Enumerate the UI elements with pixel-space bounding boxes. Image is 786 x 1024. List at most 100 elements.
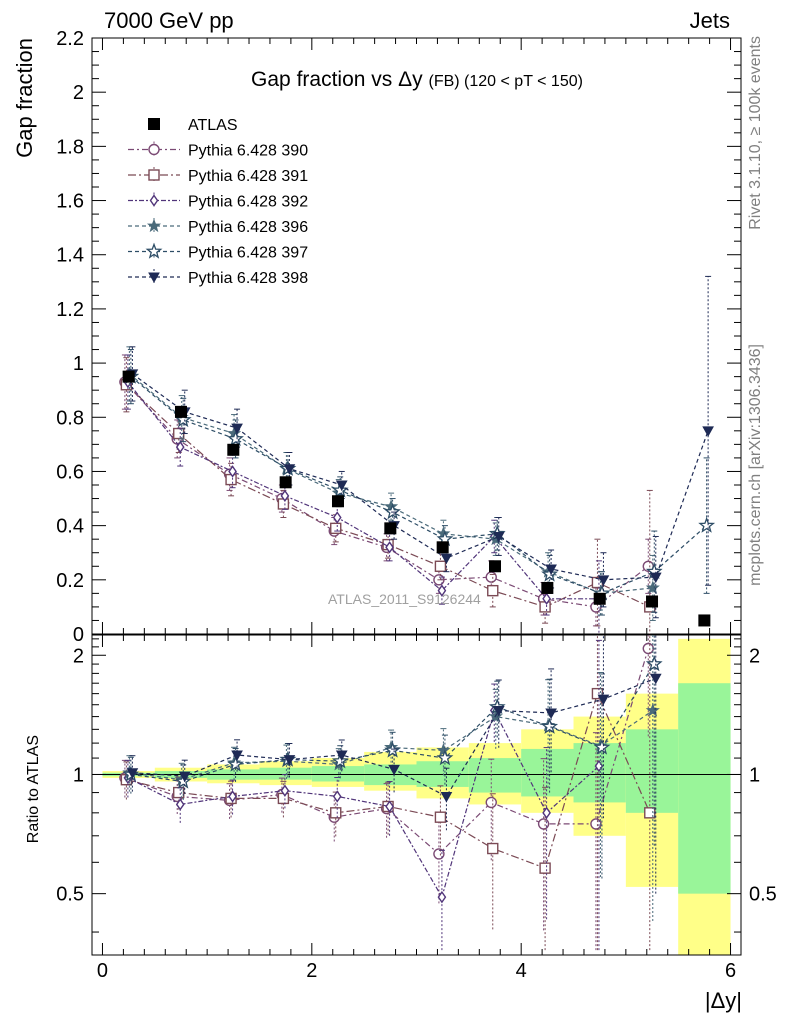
axes: 0 2 4 600.20.40.60.811.21.41.61.822.20.5 0.5… xyxy=(56,28,777,982)
atlas-data-point xyxy=(646,595,659,608)
band-inner xyxy=(468,758,522,793)
series-point xyxy=(175,440,185,454)
ratio-point xyxy=(649,673,662,685)
analysis-watermark: ATLAS_2011_S9126244 xyxy=(328,591,481,607)
ratio-point xyxy=(537,818,550,830)
series-point xyxy=(332,511,342,524)
series-point xyxy=(228,465,237,478)
y-tick-label-ratio-right: 0.5 xyxy=(749,884,777,906)
atlas-data-point xyxy=(331,495,344,508)
series-point xyxy=(492,531,505,543)
legend-marker xyxy=(146,218,162,233)
ratio-point xyxy=(174,772,192,789)
y-tick-label-ratio-right: 2 xyxy=(749,645,760,667)
ratio-point xyxy=(228,790,237,803)
ratio-point xyxy=(385,800,394,813)
ratio-point xyxy=(492,706,505,717)
band-inner xyxy=(311,766,365,782)
header-right: Jets xyxy=(690,8,730,33)
series-point xyxy=(485,571,497,583)
ratio-point xyxy=(545,708,557,719)
atlas-data-point xyxy=(489,560,502,573)
atlas-data-point xyxy=(541,581,554,594)
y-tick-label-top: 0.6 xyxy=(56,461,84,483)
series-point xyxy=(335,480,348,492)
series-point xyxy=(541,565,559,582)
ratio-point xyxy=(434,811,447,823)
atlas-data-point xyxy=(174,405,187,418)
series-point xyxy=(283,464,296,475)
legend-marker xyxy=(145,242,163,259)
y-tick-label-ratio-right: 1 xyxy=(749,764,760,786)
atlas-data-point xyxy=(227,443,240,456)
y-axis-label-top: Gap fraction xyxy=(12,38,37,158)
series-point xyxy=(434,560,447,572)
ratio-panel-series xyxy=(119,635,663,951)
y-tick-label-top: 0.8 xyxy=(56,407,84,429)
band-inner xyxy=(573,743,626,803)
chart-title-symbol: Δy xyxy=(398,68,423,91)
series-point xyxy=(437,584,447,597)
series-point xyxy=(385,541,394,554)
y-tick-label-top: 1.6 xyxy=(56,191,84,213)
band-inner xyxy=(521,748,574,797)
legend-label: ATLAS xyxy=(188,117,238,134)
series-point xyxy=(227,430,244,447)
y-tick-label-ratio: 0.5 xyxy=(56,884,84,906)
series-point xyxy=(649,572,662,584)
x-tick-label: 0 xyxy=(97,960,108,982)
legend-marker xyxy=(148,118,160,130)
ratio-point xyxy=(227,755,244,772)
ratio-point xyxy=(331,752,349,769)
series-point xyxy=(231,423,243,435)
y-tick-label-top: 0 xyxy=(73,624,84,646)
ratio-point xyxy=(178,771,191,783)
ratio-point xyxy=(542,806,551,820)
ratio-point xyxy=(487,842,499,855)
series-line xyxy=(127,381,599,600)
ratio-point xyxy=(593,738,611,755)
ratio-point xyxy=(126,768,139,779)
series-point xyxy=(597,575,610,586)
atlas-data-point xyxy=(279,476,292,489)
y-tick-label-top: 1.2 xyxy=(56,299,84,321)
ratio-point xyxy=(541,717,559,734)
series-point xyxy=(384,503,401,520)
chart-title: Gap fraction vs Δy (FB) (120 < pT < 150) xyxy=(251,68,583,91)
legend: ATLAS Pythia 6.428 390 Pythia 6.428 391 Pyt… xyxy=(128,117,308,287)
legend-marker xyxy=(149,194,159,207)
legend-label: Pythia 6.428 391 xyxy=(188,168,308,185)
y-tick-label-ratio: 1 xyxy=(73,764,84,786)
legend-marker xyxy=(148,143,160,156)
legend-marker xyxy=(148,169,160,181)
legend-label: Pythia 6.428 397 xyxy=(188,245,308,262)
series-point xyxy=(225,473,237,486)
ratio-point xyxy=(645,655,663,672)
header-left: 7000 GeV pp xyxy=(104,8,234,33)
chart-title-main: Gap fraction vs xyxy=(251,68,392,91)
ratio-point xyxy=(384,741,401,758)
legend-label: Pythia 6.428 398 xyxy=(188,270,308,287)
y-tick-label-top: 2.2 xyxy=(56,28,84,50)
x-tick-label: 4 xyxy=(516,960,527,982)
ratio-point xyxy=(388,764,400,776)
series-point xyxy=(277,498,290,510)
ratio-point xyxy=(330,807,342,819)
y-tick-label-top: 0.4 xyxy=(56,516,84,538)
series-point xyxy=(487,584,499,597)
ratio-line xyxy=(127,708,600,899)
ratio-point xyxy=(436,749,454,766)
mcplots-label: mcplots.cern.ch [arXiv:1306.3436] xyxy=(747,344,764,586)
x-axis-label: |Δy| xyxy=(705,988,742,1013)
series-line xyxy=(130,376,707,595)
series-point xyxy=(539,601,551,613)
ratio-point xyxy=(485,796,497,809)
y-tick-label-top: 0.2 xyxy=(56,570,84,592)
atlas-data-point xyxy=(593,592,606,605)
ratio-point xyxy=(332,790,342,803)
ratio-point xyxy=(539,862,551,874)
y-tick-label-top: 1 xyxy=(73,353,84,375)
atlas-data-point xyxy=(436,541,449,554)
legend-label: Pythia 6.428 396 xyxy=(188,219,308,236)
series-point xyxy=(542,592,551,606)
